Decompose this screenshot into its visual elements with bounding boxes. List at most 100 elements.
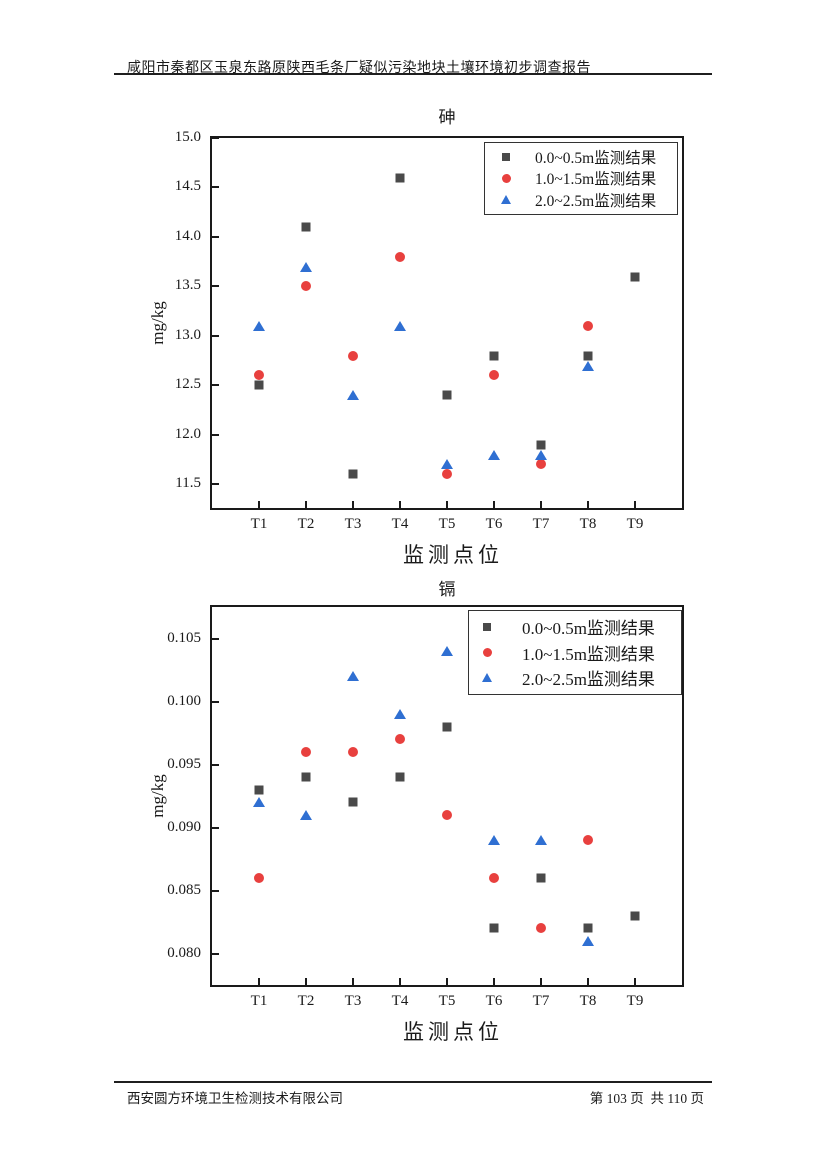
y-tick-mark <box>212 235 219 238</box>
legend-marker-circle <box>493 173 519 183</box>
y-tick-label: 14.0 <box>174 228 201 245</box>
legend-marker-square <box>474 622 500 631</box>
x-tick-mark <box>446 501 448 508</box>
x-tick-mark <box>540 501 542 508</box>
y-tick-mark <box>212 826 219 829</box>
data-point-square <box>583 351 593 361</box>
y-tick-label: 0.100 <box>167 692 201 709</box>
x-tick-label: T2 <box>297 516 315 532</box>
x-tick-mark <box>352 978 354 985</box>
y-tick-label: 0.090 <box>167 818 201 835</box>
x-tick-label: T2 <box>297 993 315 1009</box>
data-point-square <box>348 469 358 479</box>
y-tick-mark <box>212 700 219 703</box>
x-tick-mark <box>258 501 260 508</box>
data-point-square <box>583 923 593 933</box>
data-point-square <box>442 390 452 400</box>
x-tick-mark <box>634 978 636 985</box>
data-point-circle <box>489 370 499 381</box>
legend-marker-circle <box>474 647 500 657</box>
y-tick-mark <box>212 186 219 189</box>
legend-item-label: 0.0~0.5m监测结果 <box>535 149 657 167</box>
x-tick-mark <box>587 501 589 508</box>
x-tick-label: T4 <box>391 516 409 532</box>
data-point-circle <box>348 350 358 361</box>
data-point-square <box>630 911 640 921</box>
y-tick-label: 12.5 <box>174 376 201 393</box>
data-point-triangle <box>582 935 594 946</box>
data-point-triangle <box>394 709 406 720</box>
legend-item: 0.0~0.5m监测结果 <box>469 614 681 640</box>
data-point-triangle <box>300 261 312 272</box>
y-tick-label: 12.0 <box>174 425 201 442</box>
x-tick-label: T5 <box>438 516 456 532</box>
x-tick-mark <box>399 501 401 508</box>
y-tick-label: 15.0 <box>174 129 201 146</box>
data-point-circle <box>254 370 264 381</box>
x-tick-label: T3 <box>344 516 362 532</box>
data-point-circle <box>583 835 593 846</box>
data-point-square <box>395 173 405 183</box>
legend-item: 1.0~1.5m监测结果 <box>485 168 677 190</box>
data-point-triangle <box>535 449 547 460</box>
data-point-square <box>301 772 311 782</box>
x-tick-label: T6 <box>485 993 503 1009</box>
legend-item: 0.0~0.5m监测结果 <box>485 146 677 168</box>
y-tick-mark <box>212 384 219 387</box>
data-point-circle <box>442 469 452 480</box>
header-rule <box>114 73 712 75</box>
data-point-triangle <box>488 835 500 846</box>
y-tick-mark <box>212 433 219 436</box>
legend-item-label: 0.0~0.5m监测结果 <box>522 619 655 639</box>
legend-item: 2.0~2.5m监测结果 <box>469 665 681 691</box>
data-point-square <box>536 440 546 450</box>
x-tick-label: T6 <box>485 516 503 532</box>
x-tick-label: T1 <box>250 993 268 1009</box>
legend-item-label: 2.0~2.5m监测结果 <box>535 192 657 210</box>
y-tick-label: 0.085 <box>167 881 201 898</box>
y-axis-label: mg/kg <box>148 774 167 818</box>
data-point-triangle <box>441 459 453 470</box>
data-point-square <box>442 722 452 732</box>
x-tick-label: T4 <box>391 993 409 1009</box>
y-axis-label: mg/kg <box>148 301 167 345</box>
data-point-circle <box>254 872 264 883</box>
square-icon <box>502 152 510 161</box>
x-tick-label: T7 <box>532 993 550 1009</box>
data-point-triangle <box>253 320 265 331</box>
data-point-circle <box>489 872 499 883</box>
footer-rule <box>114 1081 712 1083</box>
x-tick-label: T5 <box>438 993 456 1009</box>
data-point-circle <box>348 746 358 757</box>
data-point-triangle <box>441 646 453 657</box>
data-point-circle <box>395 734 405 745</box>
data-point-square <box>536 873 546 883</box>
footer-page-number: 第 103 页 共 110 页 <box>589 1091 704 1106</box>
x-axis-label: 监测点位 <box>403 1020 503 1044</box>
legend-marker-triangle <box>493 195 519 205</box>
x-tick-mark <box>352 501 354 508</box>
y-tick-label: 13.0 <box>174 327 201 344</box>
data-point-triangle <box>394 320 406 331</box>
y-tick-label: 13.5 <box>174 277 201 294</box>
x-tick-label: T1 <box>250 516 268 532</box>
x-tick-mark <box>493 978 495 985</box>
x-tick-label: T8 <box>579 993 597 1009</box>
x-tick-mark <box>305 501 307 508</box>
data-point-triangle <box>300 809 312 820</box>
x-tick-label: T9 <box>626 993 644 1009</box>
x-tick-mark <box>634 501 636 508</box>
x-tick-mark <box>493 501 495 508</box>
legend-marker-square <box>493 152 519 161</box>
circle-icon <box>501 173 511 183</box>
y-tick-label: 14.5 <box>174 178 201 195</box>
data-point-circle <box>301 746 311 757</box>
data-point-triangle <box>582 360 594 371</box>
chart-title: 砷 <box>438 108 456 127</box>
data-point-circle <box>536 923 546 934</box>
y-tick-label: 0.080 <box>167 944 201 961</box>
y-tick-label: 0.105 <box>167 629 201 646</box>
header-title: 咸阳市秦都区玉泉东路原陕西毛条厂疑似污染地块土壤环境初步调查报告 <box>127 61 591 76</box>
data-point-square <box>630 272 640 281</box>
